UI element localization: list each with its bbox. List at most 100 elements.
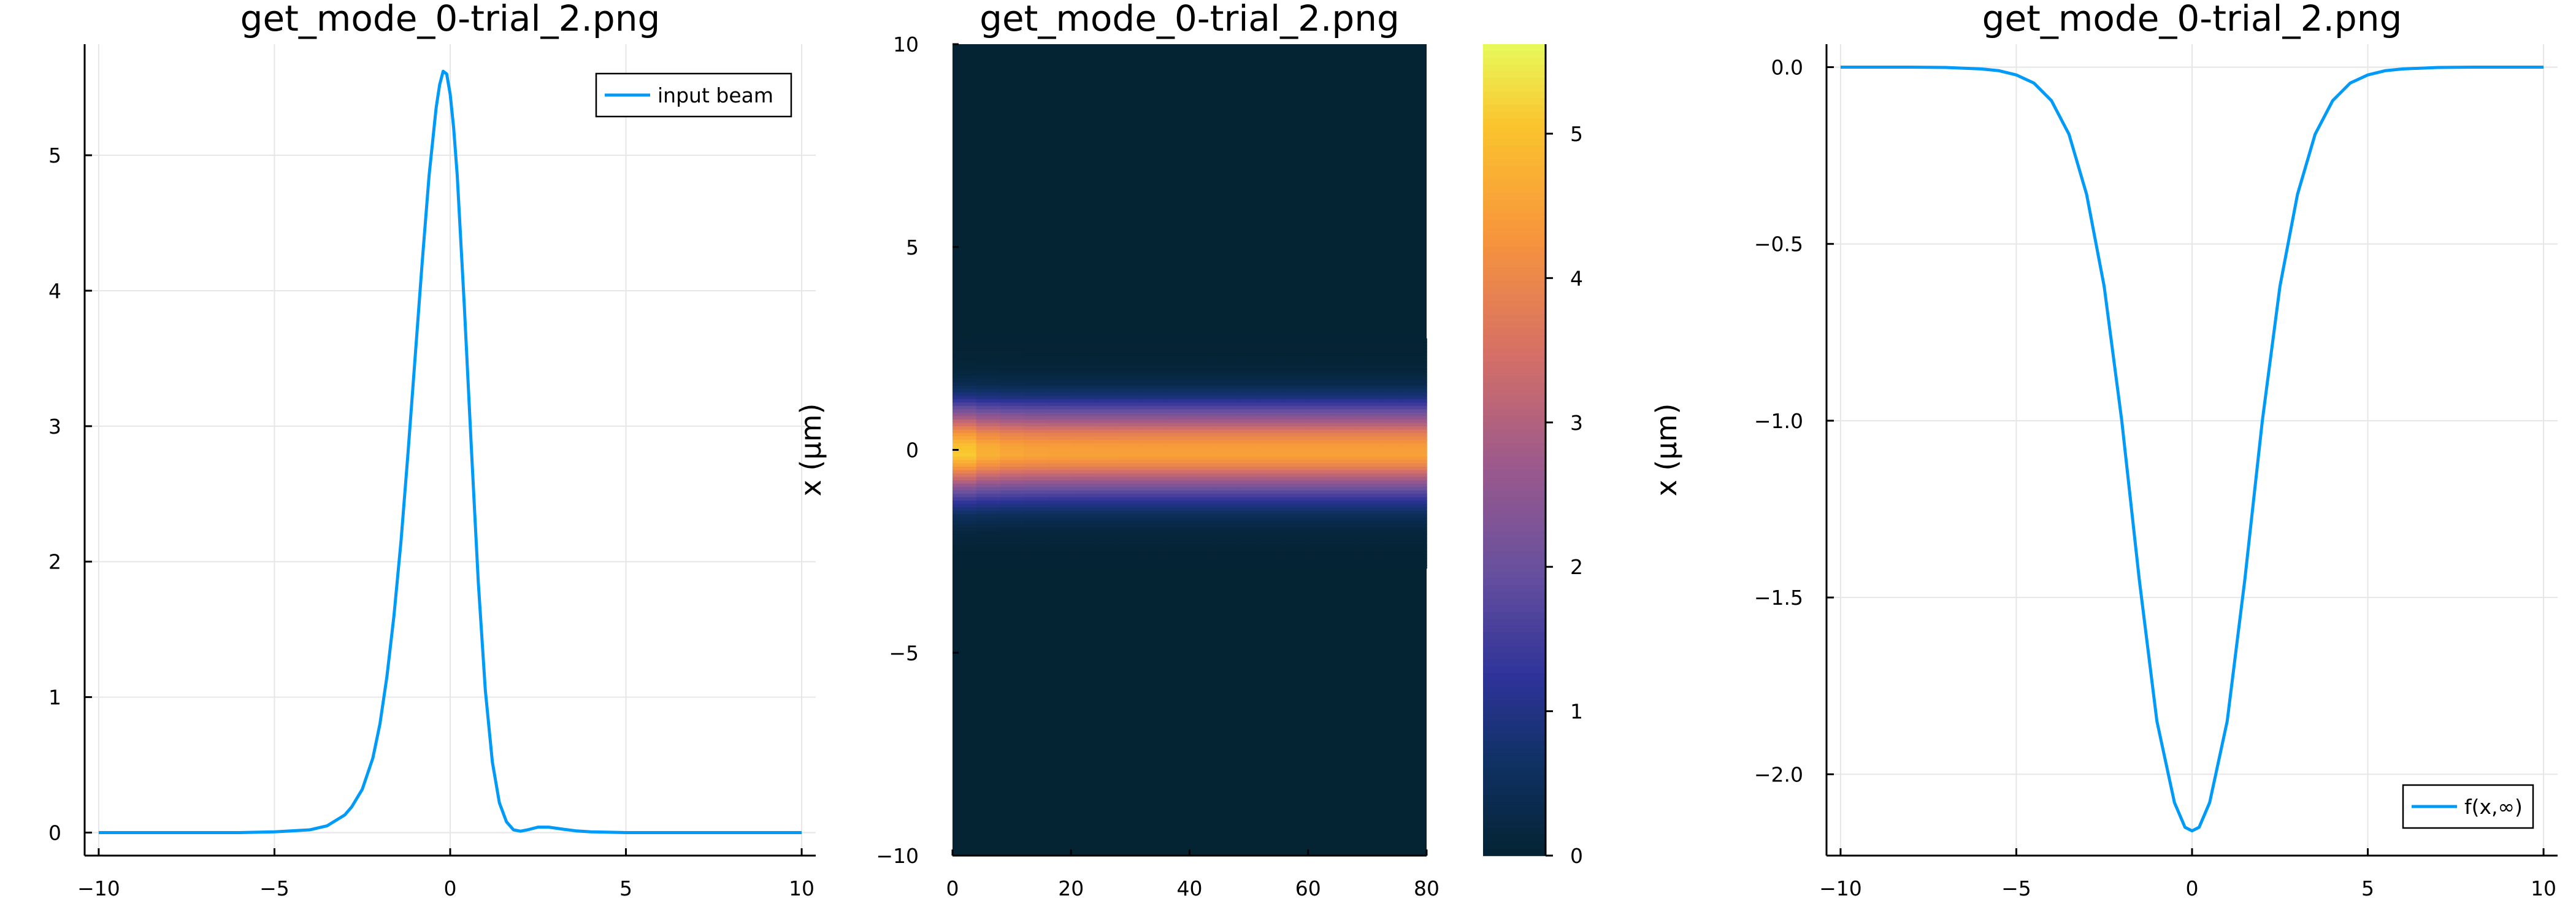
heatmap-cell <box>1189 385 1214 390</box>
colorbar-segment <box>1483 443 1546 451</box>
heatmap-cell <box>1236 551 1262 556</box>
heatmap-cell <box>1142 351 1167 356</box>
heatmap-cell <box>1189 342 1214 346</box>
heatmap-cell <box>1379 483 1404 488</box>
heatmap-cell <box>1189 426 1214 431</box>
heatmap-cell <box>1094 480 1119 485</box>
colorbar-segment <box>1483 429 1546 437</box>
heatmap-cell <box>1000 396 1024 400</box>
heatmap-cells <box>953 338 1427 569</box>
x-tick-label: 80 <box>1414 876 1439 900</box>
colorbar-segment <box>1483 436 1546 444</box>
heatmap-cell <box>1000 494 1024 498</box>
heatmap-cell <box>1165 463 1190 467</box>
heatmap-cell <box>1118 541 1143 545</box>
heatmap-cell <box>1213 561 1238 565</box>
heatmap-cell <box>1142 443 1167 447</box>
heatmap-cell <box>1260 432 1285 437</box>
heatmap-cell <box>1071 355 1095 359</box>
x-tick-label: −10 <box>77 876 120 900</box>
heatmap-cell <box>1213 396 1238 400</box>
heatmap-cell <box>1094 436 1119 440</box>
heatmap-cell <box>1332 477 1356 481</box>
heatmap-cell <box>1023 405 1048 410</box>
heatmap-cell <box>1071 504 1095 508</box>
colorbar-segment <box>1483 646 1546 654</box>
heatmap-cell <box>1094 456 1119 461</box>
heatmap-cell <box>1260 537 1285 542</box>
heatmap-cell <box>1236 378 1262 383</box>
heatmap-cell <box>1379 439 1404 444</box>
heatmap-cell <box>1094 446 1119 451</box>
heatmap-cell <box>1023 378 1048 383</box>
heatmap-cell <box>1284 378 1309 383</box>
heatmap-cell <box>1379 497 1404 501</box>
heatmap-cell <box>1308 514 1333 518</box>
heatmap-cell <box>1213 544 1238 549</box>
heatmap-cell <box>1165 338 1190 342</box>
heatmap-cell <box>1189 558 1214 562</box>
heatmap-cell <box>1000 426 1024 431</box>
heatmap-cell <box>1260 500 1285 505</box>
heatmap-cell <box>1118 453 1143 458</box>
heatmap-cell <box>1142 541 1167 545</box>
heatmap-cell <box>953 402 977 407</box>
heatmap-cell <box>976 338 1001 342</box>
heatmap-cell <box>1000 446 1024 451</box>
heatmap-cell <box>1189 541 1214 545</box>
heatmap-cell <box>1213 429 1238 434</box>
heatmap-cell <box>1094 392 1119 397</box>
heatmap-cell <box>1284 527 1309 532</box>
heatmap-cell <box>1023 409 1048 413</box>
y-tick-label: 2 <box>48 550 61 574</box>
heatmap-cell <box>1094 355 1119 359</box>
heatmap-cell <box>1213 514 1238 518</box>
heatmap-cell <box>1332 358 1356 362</box>
heatmap-cell <box>1379 382 1404 386</box>
colorbar-segment <box>1483 321 1546 329</box>
heatmap-cell <box>1189 348 1214 353</box>
heatmap-cell <box>953 470 977 474</box>
heatmap-cell <box>1355 342 1380 346</box>
heatmap-cell <box>1308 369 1333 373</box>
heatmap-cell <box>1071 439 1095 444</box>
heatmap-cell <box>1260 564 1285 569</box>
heatmap-cell <box>1023 507 1048 512</box>
heatmap-cell <box>1213 551 1238 556</box>
heatmap-cell <box>976 389 1001 393</box>
heatmap-cell <box>1260 531 1285 535</box>
heatmap-cell <box>1213 382 1238 386</box>
heatmap-cell <box>1308 358 1333 362</box>
heatmap-cell <box>1355 467 1380 471</box>
heatmap-cell <box>1308 429 1333 434</box>
heatmap-cell <box>953 432 977 437</box>
heatmap-cell <box>953 477 977 481</box>
heatmap-cell <box>1332 392 1356 397</box>
heatmap-cell <box>1284 456 1309 461</box>
colorbar-segment <box>1483 369 1546 377</box>
heatmap-cell <box>1094 504 1119 508</box>
heatmap-cell <box>976 399 1001 404</box>
heatmap-cell <box>1260 416 1285 420</box>
heatmap-cell <box>1118 456 1143 461</box>
heatmap-cell <box>1047 453 1072 458</box>
colorbar-segment <box>1483 267 1546 275</box>
heatmap-cell <box>953 412 977 417</box>
heatmap-cell <box>1000 362 1024 366</box>
heatmap-cell <box>1308 453 1333 458</box>
heatmap-cell <box>1213 389 1238 393</box>
heatmap-cell <box>1379 351 1404 356</box>
heatmap-cell <box>1213 477 1238 481</box>
heatmap-cell <box>1189 432 1214 437</box>
heatmap-cell <box>1023 412 1048 417</box>
heatmap-cell <box>1071 527 1095 532</box>
heatmap-cell <box>1142 517 1167 522</box>
heatmap-cell <box>1023 517 1048 522</box>
heatmap-cell <box>1047 497 1072 501</box>
heatmap-cell <box>976 544 1001 549</box>
heatmap-cell <box>1189 372 1214 377</box>
heatmap-cell <box>1379 358 1404 362</box>
heatmap-cell <box>953 531 977 535</box>
heatmap-cell <box>976 355 1001 359</box>
heatmap-cell <box>1355 372 1380 377</box>
